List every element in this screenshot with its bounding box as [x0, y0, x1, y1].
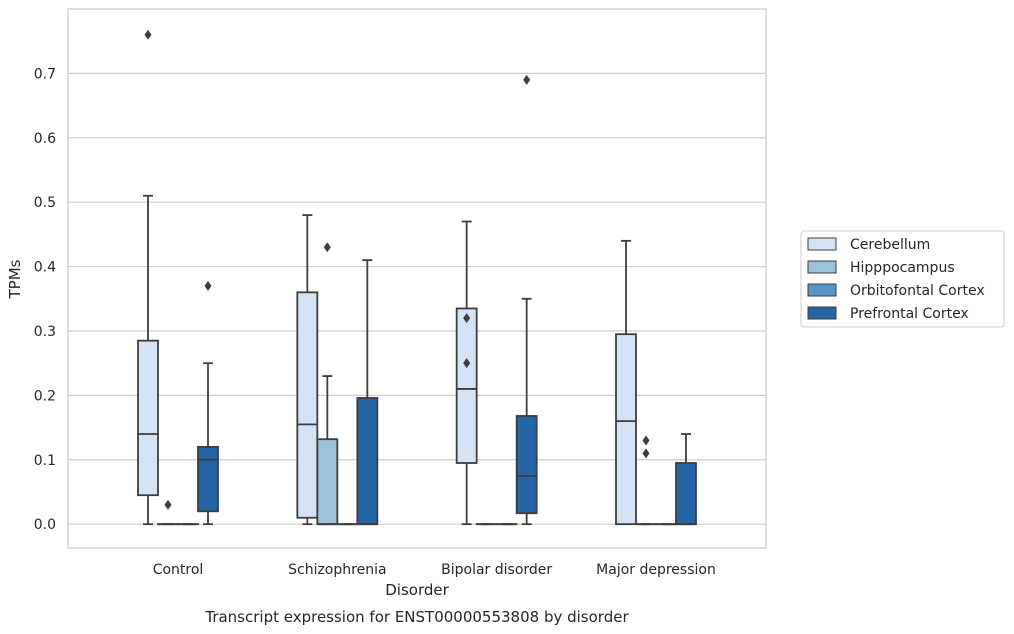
y-tick-label: 0.7	[34, 66, 56, 82]
x-tick-label: Bipolar disorder	[441, 562, 552, 578]
legend-label: Cerebellum	[850, 237, 930, 253]
box-iqr	[316, 438, 339, 526]
box-1-3	[356, 259, 379, 526]
box-0-3	[197, 280, 219, 526]
outlier-point	[523, 74, 531, 85]
y-tick-label: 0.6	[34, 131, 56, 147]
outlier-point	[642, 435, 650, 446]
legend-swatch	[807, 283, 837, 297]
x-axis-ticks: Control Schizophrenia Bipolar disorder Majo…	[153, 562, 716, 578]
box-3-1	[635, 435, 657, 526]
y-tick-label: 0.2	[34, 388, 56, 404]
legend-swatch	[807, 306, 837, 320]
box-2-3	[515, 74, 538, 526]
y-tick-label: 0.0	[34, 517, 56, 533]
y-tick-label: 0.5	[34, 195, 56, 211]
box-iqr	[455, 307, 478, 464]
box-iqr	[197, 445, 219, 513]
y-tick-label: 0.3	[34, 324, 56, 340]
legend: Cerebellum Hipppocampus Orbitofontal Corte…	[800, 230, 1005, 328]
outlier-point	[463, 313, 471, 324]
plot-frame	[67, 8, 767, 549]
outlier-point	[642, 448, 650, 459]
box-iqr	[615, 333, 637, 526]
box-1-0	[296, 214, 319, 526]
box-1-1	[316, 242, 339, 526]
box-iqr	[356, 397, 379, 526]
legend-swatch	[807, 237, 837, 251]
x-axis-label: Disorder	[385, 581, 449, 599]
y-axis-ticks: 0.0 0.1 0.2 0.3 0.4 0.5 0.6 0.7	[34, 66, 56, 533]
grid-lines	[68, 72, 766, 525]
box-0-1	[157, 499, 179, 526]
x-tick-label: Schizophrenia	[288, 562, 386, 578]
box-0-0	[137, 29, 159, 526]
box-iqr	[675, 462, 697, 526]
x-tick-label: Major depression	[596, 562, 716, 578]
box-plot-area	[137, 29, 697, 526]
x-tick-label: Control	[153, 562, 204, 578]
box-iqr	[515, 415, 538, 515]
outlier-point	[204, 280, 212, 291]
outlier-point	[144, 29, 152, 40]
outlier-point	[323, 242, 331, 253]
box-iqr	[296, 291, 319, 519]
box-3-0	[615, 239, 637, 526]
legend-label: Hipppocampus	[850, 260, 955, 276]
legend-swatch	[807, 260, 837, 274]
y-tick-label: 0.1	[34, 453, 56, 469]
box-iqr	[137, 339, 159, 497]
chart-title: Transcript expression for ENST0000055380…	[204, 608, 629, 626]
legend-label: Prefrontal Cortex	[850, 306, 969, 322]
legend-label: Orbitofontal Cortex	[850, 283, 985, 299]
outlier-point	[463, 358, 471, 369]
legend-frame	[800, 230, 1005, 328]
outlier-point	[164, 499, 172, 510]
y-axis-label: TPMs	[6, 259, 24, 299]
y-tick-label: 0.4	[34, 260, 56, 276]
box-3-3	[675, 433, 697, 526]
box-2-0	[455, 220, 478, 526]
